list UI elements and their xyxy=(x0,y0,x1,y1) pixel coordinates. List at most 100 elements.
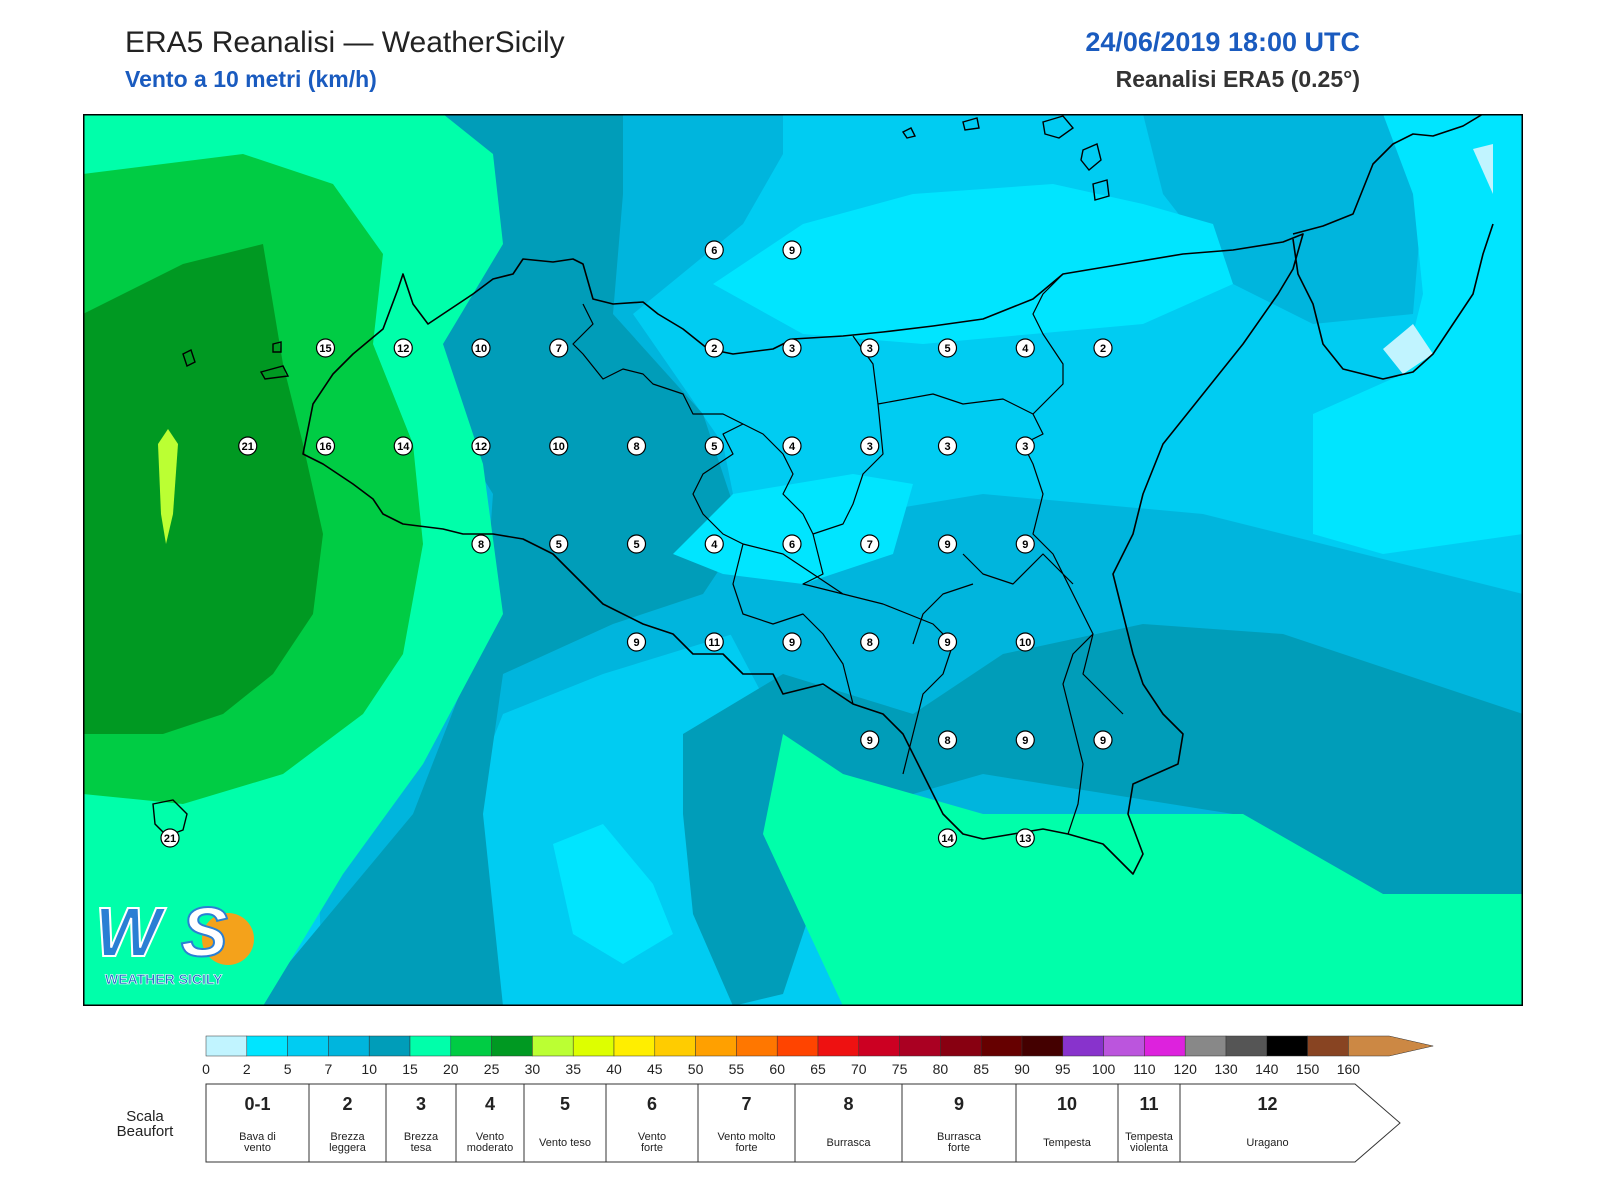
colorbar-swatch xyxy=(736,1035,778,1057)
beaufort-level: 6 Vento forte xyxy=(605,1083,699,1163)
island-vulcano xyxy=(1092,179,1110,201)
wind-marker: 12 xyxy=(471,436,491,456)
colorbar-tick-label: 5 xyxy=(284,1061,292,1077)
beaufort-name: Vento molto forte xyxy=(717,1131,775,1154)
colorbar-tick-label: 75 xyxy=(892,1061,908,1077)
wind-marker-value: 13 xyxy=(1019,833,1031,845)
colorbar-swatch xyxy=(613,1035,656,1057)
wind-marker-circle xyxy=(860,338,880,358)
wind-marker-value: 21 xyxy=(164,833,176,845)
wind-marker-value: 5 xyxy=(633,539,639,551)
wind-marker-value: 4 xyxy=(789,441,796,453)
beaufort-number: 3 xyxy=(416,1094,426,1114)
wind-marker-circle xyxy=(626,534,647,554)
wind-marker-value: 7 xyxy=(867,539,873,551)
colorbar-tick-label: 120 xyxy=(1174,1061,1198,1077)
sicily-coast xyxy=(302,233,1304,875)
colorbar-ticks: 0 2 5 7 10 15 20 25 30 35 40 45 50 55 60 65 70 75 80 85 90 95… xyxy=(202,1061,1360,1077)
beaufort-level: 2 Brezza leggera xyxy=(308,1083,387,1163)
wind-marker-circle xyxy=(471,534,491,554)
beaufort-label: Scala Beaufort xyxy=(116,1108,174,1140)
wind-marker-circle xyxy=(471,436,491,456)
wind-marker: 9 xyxy=(1015,730,1035,750)
wind-marker: 9 xyxy=(782,632,802,652)
island-levanzo xyxy=(272,341,282,353)
wind-marker-value: 8 xyxy=(867,637,873,649)
wind-marker-circle xyxy=(860,730,880,750)
beaufort-name: Brezza tesa xyxy=(404,1131,439,1154)
colorbar-swatch xyxy=(450,1035,492,1057)
wind-marker: 3 xyxy=(860,338,880,358)
wind-marker-circle xyxy=(549,436,569,456)
wind-marker-value: 10 xyxy=(1019,637,1031,649)
colorbar-tick-label: 0 xyxy=(202,1061,210,1077)
beaufort-number: 4 xyxy=(485,1094,495,1114)
wind-marker-circle xyxy=(937,534,958,554)
colorbar-swatch xyxy=(1225,1035,1268,1057)
colorbar-tick-label: 90 xyxy=(1014,1061,1030,1077)
wind-marker-circle xyxy=(1015,338,1035,358)
coastline xyxy=(302,114,1494,875)
wind-marker: 14 xyxy=(937,828,958,848)
wind-marker-value: 2 xyxy=(711,343,717,355)
beaufort-cell xyxy=(605,1083,699,1163)
wind-marker: 5 xyxy=(704,436,724,456)
wind-marker-value: 4 xyxy=(1022,343,1029,355)
beaufort-cell xyxy=(697,1083,796,1163)
wind-marker: 9 xyxy=(937,632,958,652)
colorbar-swatch xyxy=(1184,1035,1227,1057)
svg-text:S: S xyxy=(181,893,228,971)
wind-marker-value: 9 xyxy=(1100,735,1106,747)
colorbar-tick-label: 7 xyxy=(325,1061,333,1077)
colorbar-swatch xyxy=(776,1035,819,1057)
wind-marker-circle xyxy=(1015,436,1035,456)
wind-marker-circle xyxy=(1015,730,1035,750)
colorbar-tick-label: 50 xyxy=(688,1061,704,1077)
wind-marker-value: 6 xyxy=(789,539,795,551)
wind-marker-circle xyxy=(782,436,802,456)
wind-marker-circle xyxy=(1093,730,1113,750)
wind-marker-circle xyxy=(782,534,802,554)
wind-marker-value: 9 xyxy=(867,735,873,747)
wind-marker-value: 4 xyxy=(711,539,718,551)
beaufort-name: Brezza leggera xyxy=(329,1131,367,1154)
wind-marker-value: 9 xyxy=(944,539,950,551)
beaufort-name: Bava di vento xyxy=(239,1131,276,1154)
beaufort-number: 9 xyxy=(954,1094,964,1114)
wind-marker-value: 5 xyxy=(944,343,950,355)
colorbar-swatch xyxy=(532,1035,574,1057)
wind-marker: 2 xyxy=(1093,338,1113,358)
svg-text:WEATHER SICILY: WEATHER SICILY xyxy=(105,971,223,987)
colorbar-swatch xyxy=(940,1035,982,1057)
beaufort-cell xyxy=(205,1083,310,1163)
beaufort-number: 5 xyxy=(560,1094,570,1114)
wind-marker-circle xyxy=(937,338,958,358)
wind-marker: 9 xyxy=(1093,730,1113,750)
beaufort-level: 11 Tempesta violenta xyxy=(1117,1083,1181,1163)
beaufort-name: Vento moderato xyxy=(467,1131,513,1154)
colorbar-swatch xyxy=(287,1035,329,1057)
wind-marker: 11 xyxy=(704,632,724,652)
wind-marker-value: 9 xyxy=(1022,539,1028,551)
wind-marker: 14 xyxy=(393,436,413,456)
wind-band-10-15-south xyxy=(683,624,1523,1006)
colorbar-swatch xyxy=(980,1035,1023,1057)
island-pantelleria xyxy=(152,799,188,837)
wind-marker-value: 21 xyxy=(242,441,254,453)
wind-marker-circle xyxy=(937,730,958,750)
island-salina xyxy=(1042,115,1075,139)
wind-marker: 3 xyxy=(937,436,958,456)
colorbar-swatch xyxy=(1021,1035,1064,1057)
wind-band-0-2-east xyxy=(1383,324,1433,374)
wind-marker-circle xyxy=(1015,828,1035,848)
wind-marker-circle xyxy=(782,240,802,260)
colorbar-swatch xyxy=(205,1035,248,1057)
wind-marker-circle xyxy=(1015,534,1035,554)
wind-marker-circle xyxy=(1093,338,1113,358)
colorbar-tick-label: 25 xyxy=(484,1061,500,1077)
wind-marker: 3 xyxy=(860,436,880,456)
wind-marker-value: 10 xyxy=(475,343,487,355)
beaufort-name: Tempesta xyxy=(1043,1137,1092,1149)
wind-band-2-5-center xyxy=(673,474,913,584)
wind-band-30-35 xyxy=(158,429,178,544)
